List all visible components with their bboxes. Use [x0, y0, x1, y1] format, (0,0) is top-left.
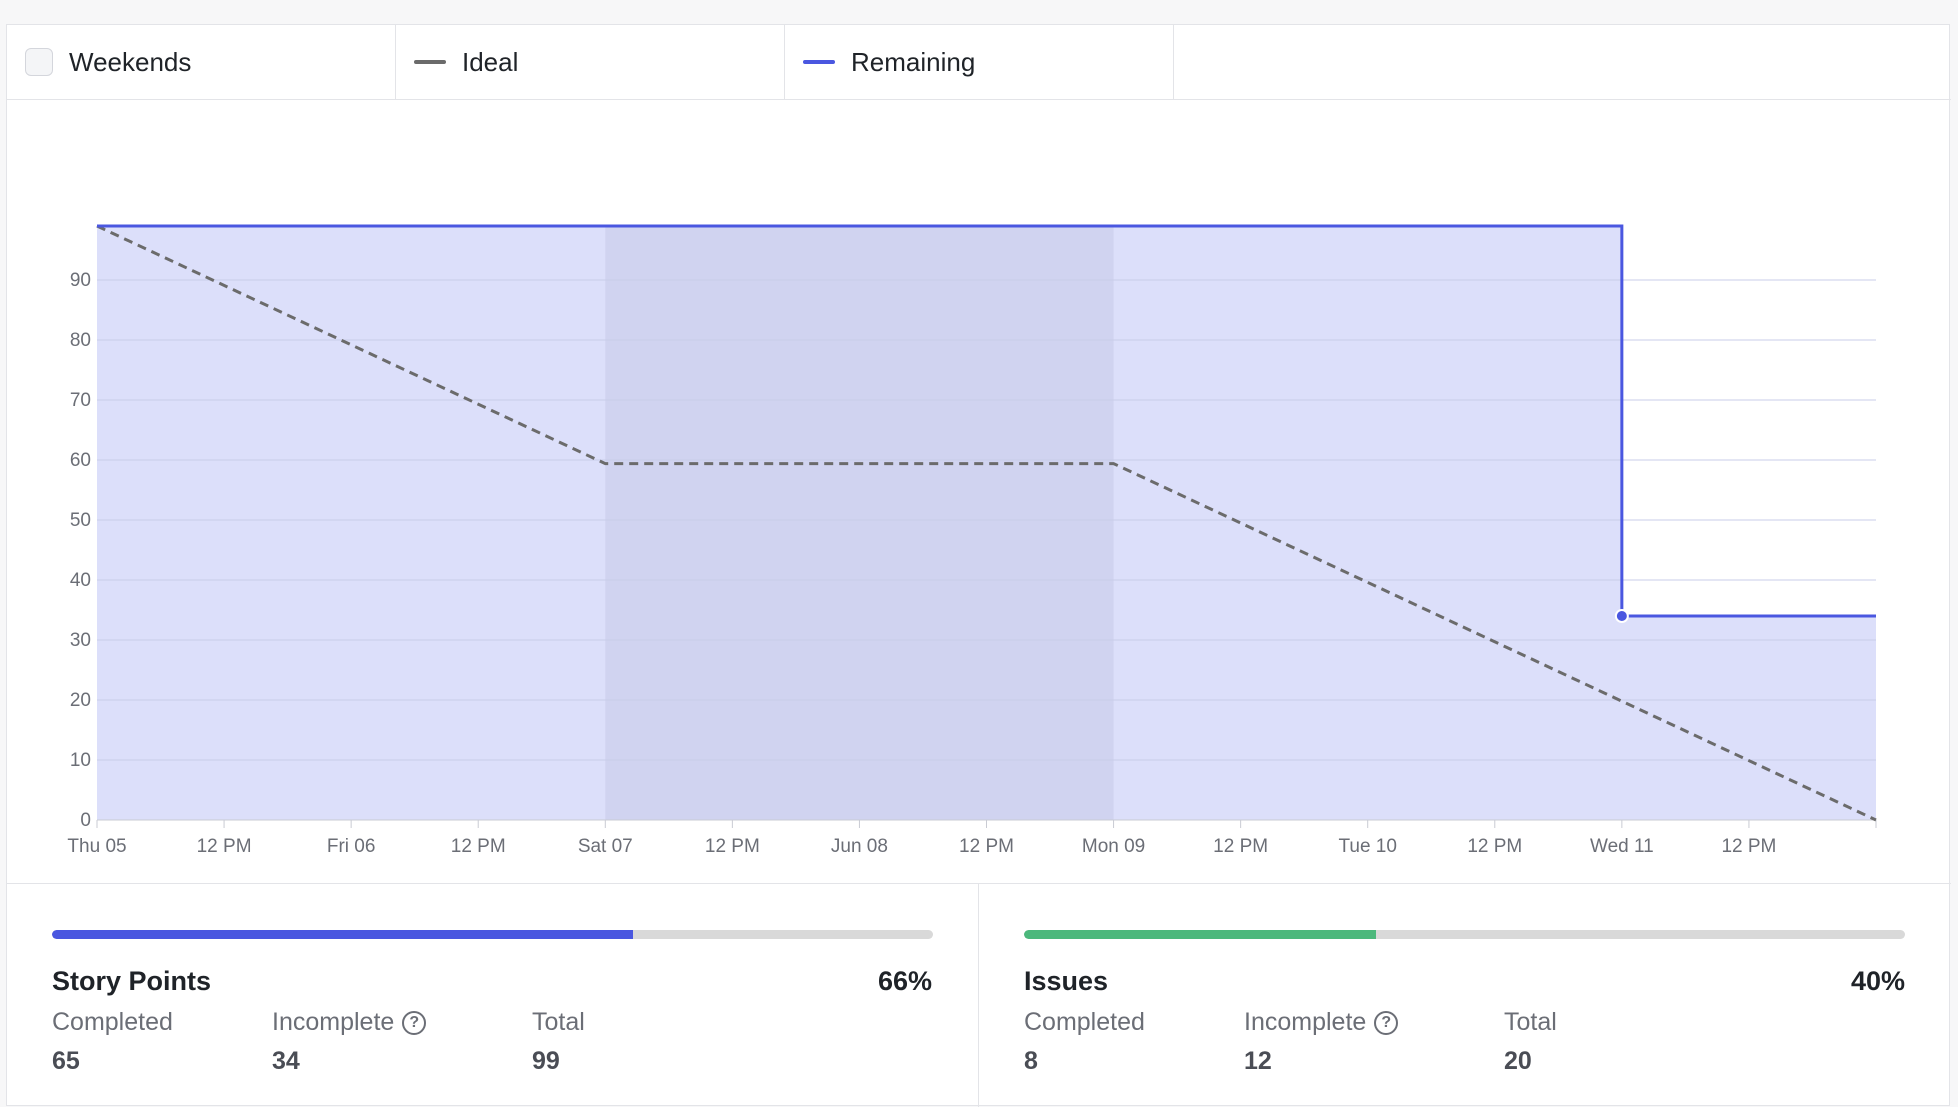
burndown-chart: 0 10 20 30 40 50 60 70 80 90 Thu 05 12 PM Fri 06 12 P…	[67, 224, 1877, 857]
y-tick-label: 80	[70, 330, 91, 351]
completed-label: Completed	[1024, 1008, 1145, 1036]
story-points-incomplete: Incomplete ? 34	[272, 1008, 427, 1076]
x-tick-label: 12 PM	[197, 836, 252, 857]
incomplete-value: 12	[1244, 1047, 1272, 1075]
completed-value: 65	[52, 1047, 80, 1075]
x-tick-label: 12 PM	[705, 836, 760, 857]
y-tick-label: 20	[70, 690, 91, 711]
completed-label: Completed	[52, 1008, 173, 1036]
x-tick-label: Sat 07	[578, 836, 633, 857]
x-tick-label: Thu 05	[67, 836, 126, 857]
y-tick-label: 40	[70, 570, 91, 591]
story-points-title: Story Points	[52, 966, 212, 996]
issues-completed: Completed 8	[1024, 1008, 1145, 1076]
y-tick-label: 90	[70, 270, 91, 291]
legend-label-weekends: Weekends	[69, 46, 192, 77]
help-icon[interactable]: ?	[1374, 1010, 1399, 1035]
x-tick-label: 12 PM	[451, 836, 506, 857]
x-tick-label: 12 PM	[1721, 836, 1776, 857]
story-points-progress-fill	[52, 930, 634, 939]
legend-toggle-weekends[interactable]: Weekends	[7, 25, 396, 99]
help-icon[interactable]: ?	[402, 1010, 427, 1035]
incomplete-label: Incomplete	[1244, 1008, 1367, 1036]
incomplete-label-row: Incomplete ?	[1244, 1008, 1399, 1037]
total-label: Total	[1504, 1008, 1557, 1036]
remaining-line-swatch	[803, 60, 835, 64]
issues-percent: 40%	[1850, 966, 1905, 996]
burndown-panel: Weekends Ideal Remaining 0 10 20 30 40 50 60 70…	[6, 24, 1951, 1107]
y-tick-label: 50	[70, 510, 91, 531]
x-tick-label: Jun 08	[831, 836, 888, 857]
total-label: Total	[532, 1008, 585, 1036]
story-points-card: Story Points 66% Completed 65 Incomplete…	[7, 884, 979, 1107]
story-points-completed: Completed 65	[52, 1008, 173, 1076]
y-tick-label: 10	[70, 750, 91, 771]
issues-total: Total 20	[1504, 1008, 1557, 1076]
total-value: 99	[532, 1047, 560, 1075]
ideal-line	[96, 224, 1877, 822]
legend-toggle-ideal[interactable]: Ideal	[396, 25, 785, 99]
story-points-percent: 66%	[877, 966, 932, 996]
chart-legend: Weekends Ideal Remaining	[7, 25, 1951, 100]
remaining-point	[1614, 609, 1629, 623]
weekend-shading	[605, 226, 1114, 820]
x-tick-label: Mon 09	[1082, 836, 1145, 857]
incomplete-label-row: Incomplete ?	[272, 1008, 427, 1037]
x-tick-label: Wed 11	[1590, 836, 1654, 857]
y-tick-label: 60	[70, 450, 91, 471]
x-tick-label: 12 PM	[1213, 836, 1268, 857]
weekends-checkbox[interactable]	[25, 48, 53, 76]
remaining-line	[97, 224, 1876, 618]
y-tick-label: 70	[70, 390, 91, 411]
x-tick-label: 12 PM	[1467, 836, 1522, 857]
x-tick-label: 12 PM	[959, 836, 1014, 857]
x-tick-label: Tue 10	[1338, 836, 1396, 857]
incomplete-value: 34	[272, 1047, 300, 1075]
y-tick-label: 30	[70, 630, 91, 651]
story-points-progress-track	[52, 930, 933, 939]
legend-label-remaining: Remaining	[851, 46, 976, 77]
legend-toggle-remaining[interactable]: Remaining	[785, 25, 1174, 99]
legend-label-ideal: Ideal	[462, 46, 519, 77]
legend-spacer	[1174, 25, 1951, 99]
issues-title: Issues	[1024, 966, 1109, 996]
stats-row: Story Points 66% Completed 65 Incomplete…	[7, 883, 1951, 1107]
completed-value: 8	[1024, 1047, 1038, 1075]
incomplete-label: Incomplete	[272, 1008, 395, 1036]
issues-progress-track	[1024, 930, 1905, 939]
issues-card: Issues 40% Completed 8 Incomplete ? 12 T…	[979, 884, 1951, 1107]
y-tick-label: 0	[80, 810, 91, 831]
total-value: 20	[1504, 1047, 1532, 1075]
issues-progress-fill	[1024, 930, 1377, 939]
issues-incomplete: Incomplete ? 12	[1244, 1008, 1399, 1076]
ideal-line-swatch	[414, 60, 446, 64]
x-tick-label: Fri 06	[327, 836, 376, 857]
story-points-total: Total 99	[532, 1008, 585, 1076]
